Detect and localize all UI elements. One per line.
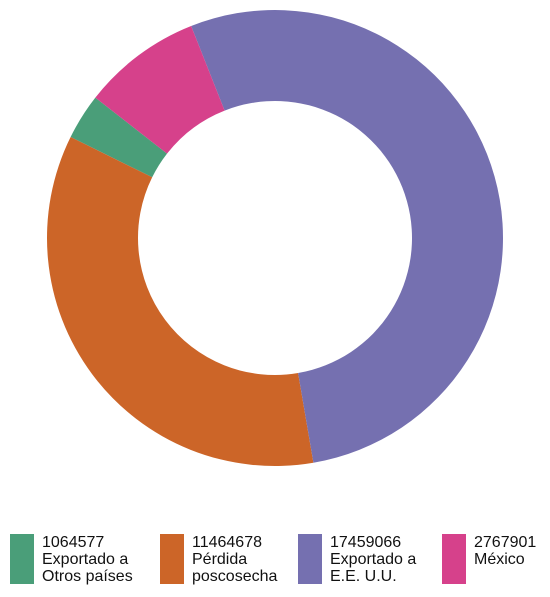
legend-swatch	[10, 534, 34, 584]
donut-slice	[47, 136, 314, 467]
legend-value: 11464678	[192, 534, 262, 551]
legend-label: Exportado a Otros países	[42, 551, 133, 585]
donut-slice	[70, 97, 168, 178]
legend-value: 1064577	[42, 534, 105, 551]
legend: 1064577 Exportado a Otros países 11464678 P…	[10, 534, 550, 594]
legend-swatch	[442, 534, 466, 584]
legend-text: 2767901 México	[474, 534, 550, 568]
legend-item: 17459066 Exportado a E.E. U.U.	[298, 534, 442, 585]
donut-slice	[191, 10, 503, 463]
legend-item: 1064577 Exportado a Otros países	[10, 534, 154, 585]
legend-label: Exportado a E.E. U.U.	[330, 551, 417, 585]
legend-text: 1064577 Exportado a Otros países	[42, 534, 154, 585]
legend-swatch	[298, 534, 322, 584]
legend-item: 2767901 México	[442, 534, 550, 584]
legend-label: Pérdida poscosecha	[192, 551, 278, 585]
legend-label: México	[474, 551, 525, 568]
legend-value: 17459066	[330, 534, 402, 551]
donut-slice	[95, 25, 225, 154]
legend-text: 11464678 Pérdida poscosecha	[192, 534, 304, 585]
legend-swatch	[160, 534, 184, 584]
chart	[47, 10, 503, 467]
legend-value: 2767901	[474, 534, 537, 551]
legend-text: 17459066 Exportado a E.E. U.U.	[330, 534, 442, 585]
legend-item: 11464678 Pérdida poscosecha	[160, 534, 304, 585]
